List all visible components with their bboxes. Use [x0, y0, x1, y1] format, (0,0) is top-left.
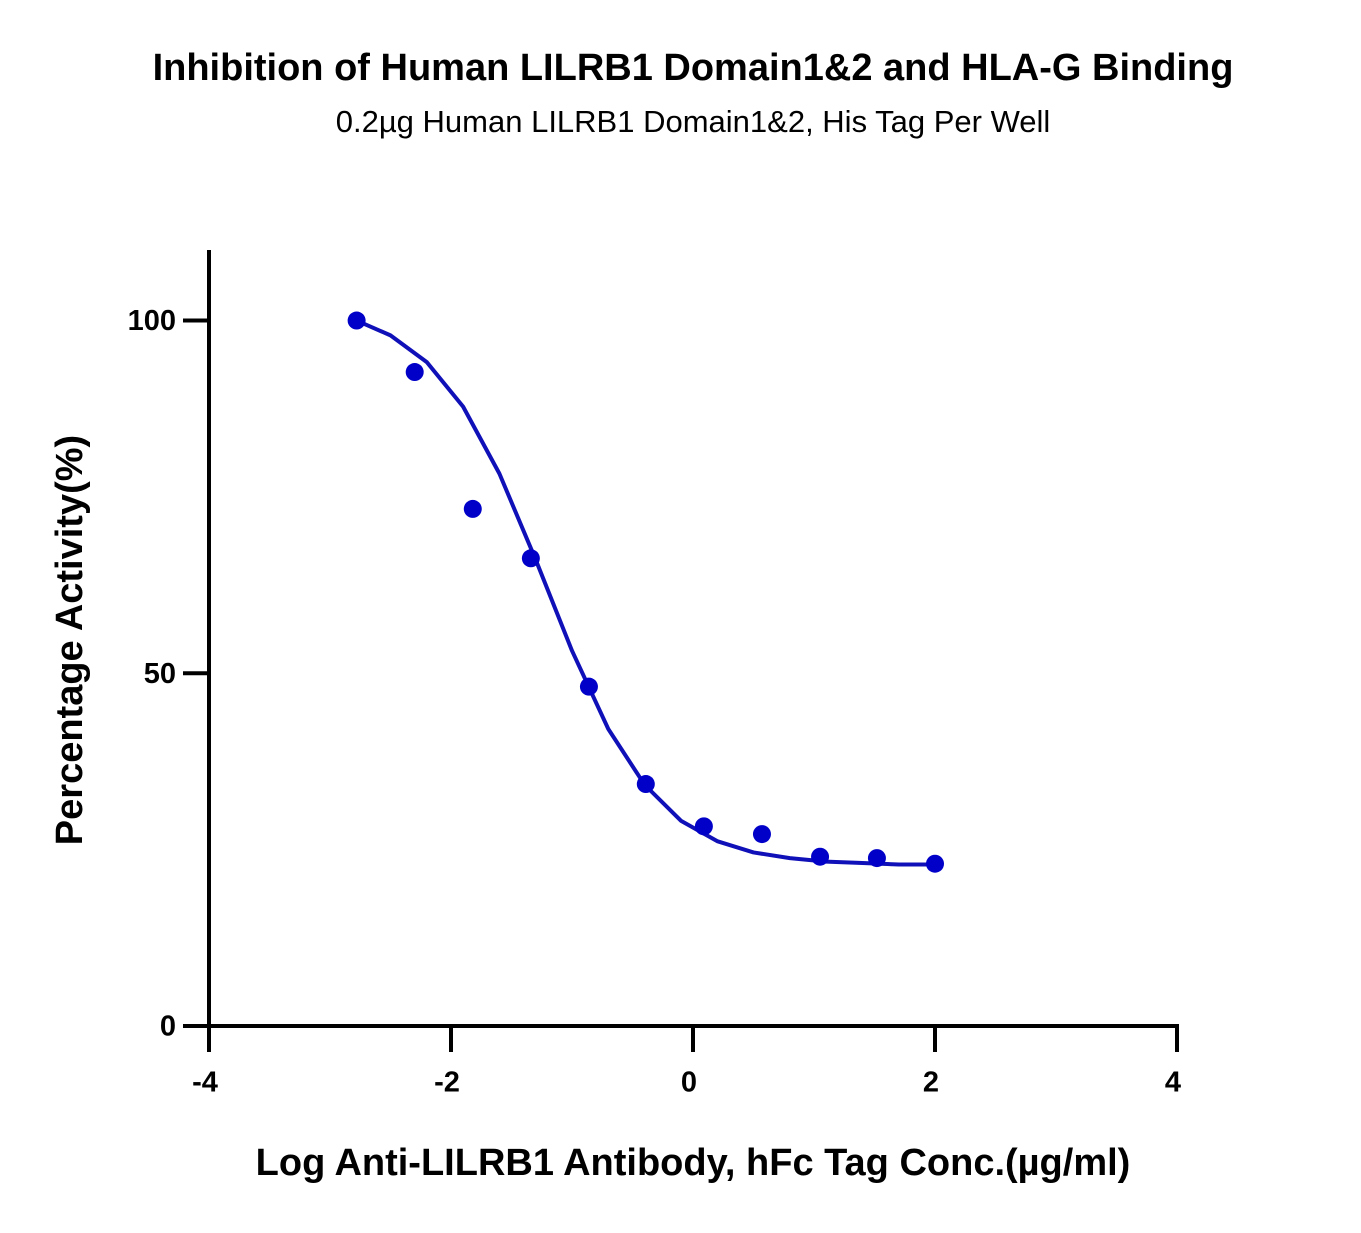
data-point	[405, 363, 424, 382]
data-point	[636, 775, 655, 794]
chart-title: Inhibition of Human LILRB1 Domain1&2 and…	[153, 47, 1234, 89]
x-tick-label: 0	[681, 1067, 697, 1099]
data-point	[521, 549, 540, 568]
data-point	[347, 311, 366, 330]
data-point	[463, 499, 482, 518]
data-point	[867, 849, 886, 868]
data-point	[694, 817, 713, 836]
x-axis-label: Log Anti-LILRB1 Antibody, hFc Tag Conc.(…	[256, 1142, 1131, 1184]
x-tick-label: -4	[192, 1067, 218, 1099]
chart-subtitle: 0.2µg Human LILRB1 Domain1&2, His Tag Pe…	[336, 104, 1051, 139]
x-tick-label: 2	[923, 1067, 939, 1099]
data-point	[926, 854, 944, 873]
data-point	[579, 677, 598, 696]
y-tick-label: 0	[160, 1011, 176, 1043]
y-axis-label: Percentage Activity(%)	[49, 435, 91, 845]
data-point	[811, 847, 830, 866]
x-tick-label: 4	[1165, 1067, 1181, 1099]
data-point	[752, 825, 771, 844]
y-tick-label: 100	[128, 305, 176, 337]
x-tick-label: -2	[434, 1067, 460, 1099]
y-tick-label: 50	[144, 658, 176, 690]
